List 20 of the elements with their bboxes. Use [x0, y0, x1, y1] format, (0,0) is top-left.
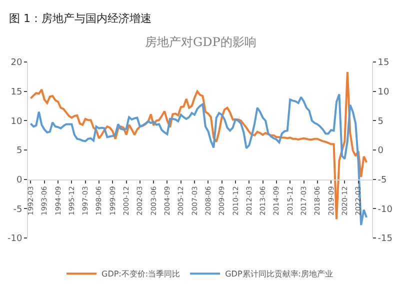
y-tick-label: 5: [16, 146, 22, 156]
y-tick-label: 15: [10, 87, 22, 98]
y2-tick-label: -15: [378, 234, 393, 244]
y2-tick-label: -5: [378, 175, 387, 186]
chart-title: 图 1：房地产与国内经济增速: [9, 12, 152, 25]
y2-tick-label: -10: [378, 204, 393, 215]
y-tick-label: -5: [13, 204, 22, 215]
line-series: [30, 70, 368, 220]
y2-tick-label: 0: [378, 146, 384, 156]
legend-label: GDP累计同比贡献率:房地产业: [225, 270, 333, 279]
chart-subtitle: 房地产对GDP的影响: [145, 35, 256, 49]
y-tick-label: 10: [10, 116, 22, 127]
y-tick-label: -10: [7, 234, 22, 244]
y-tick-label: 20: [10, 58, 22, 68]
y2-tick-label: 10: [378, 87, 390, 98]
line-series: [30, 93, 368, 226]
y2-tick-label: 15: [378, 58, 390, 68]
y-tick-label: 0: [16, 175, 22, 186]
y2-tick-label: 5: [378, 116, 384, 127]
legend-label: GDP:不变价:当季同比: [102, 270, 180, 279]
